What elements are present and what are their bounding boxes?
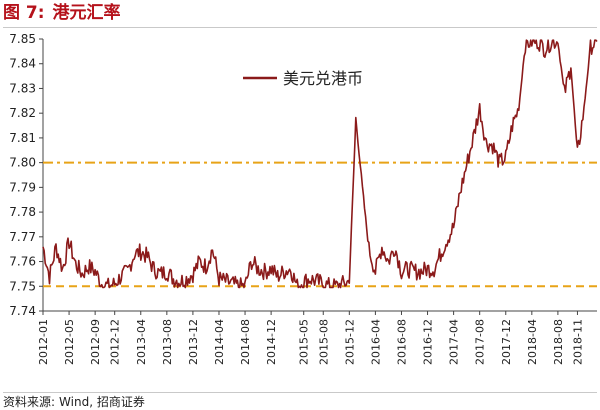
source-note: 资料来源: Wind, 招商证券 <box>3 392 597 410</box>
series-group <box>42 39 598 289</box>
y-tick-label: 7.81 <box>9 131 36 145</box>
y-tick-label: 7.78 <box>9 205 36 219</box>
x-tick-label: 2015-08 <box>317 319 330 365</box>
x-tick-label: 2012-05 <box>63 319 76 365</box>
y-tick-label: 7.83 <box>9 81 36 95</box>
x-tick-label: 2018-11 <box>571 319 584 365</box>
figure-title-text: 港元汇率 <box>52 3 121 23</box>
x-tick-label: 2018-08 <box>552 319 565 365</box>
reference-lines <box>43 161 597 288</box>
y-tick-label: 7.75 <box>9 279 36 293</box>
y-tick-label: 7.74 <box>9 304 36 318</box>
x-tick-label: 2016-08 <box>395 319 408 365</box>
x-tick-label: 2012-09 <box>89 319 102 365</box>
x-tick-label: 2016-12 <box>422 319 435 365</box>
x-tick-label: 2012-12 <box>109 319 122 365</box>
x-tick-label: 2017-12 <box>500 319 513 365</box>
x-tick-label: 2014-12 <box>265 319 278 365</box>
x-tick-label: 2012-01 <box>37 319 50 365</box>
x-axis: 2012-01 2012-05 2012-09 2012-12 2013-04 2013-… <box>37 310 597 365</box>
y-tick-label: 7.79 <box>9 180 36 194</box>
x-tick-label: 2015-05 <box>298 319 311 365</box>
legend: 美元兑港币 <box>243 69 363 88</box>
source-text: Wind, 招商证券 <box>59 395 145 409</box>
x-tick-label: 2014-04 <box>213 319 226 365</box>
x-tick-label: 2017-08 <box>474 319 487 365</box>
figure-title: 图 7: 港元汇率 <box>3 1 597 28</box>
legend-label: 美元兑港币 <box>283 69 363 88</box>
y-tick-label: 7.80 <box>9 156 36 170</box>
x-tick-label: 2014-08 <box>239 319 252 365</box>
figure-number: 图 7: <box>3 3 45 23</box>
x-tick-label: 2015-12 <box>343 319 356 365</box>
source-prefix: 资料来源: <box>3 395 56 409</box>
y-tick-label: 7.76 <box>9 255 36 269</box>
x-tick-label: 2013-08 <box>161 319 174 365</box>
y-tick-label: 7.84 <box>9 57 36 71</box>
exchange-rate-chart: 7.85 7.84 7.83 7.82 7.81 7.80 7.79 7.78 7.77 7.76… <box>9 32 598 365</box>
x-tick-label: 2013-04 <box>135 319 148 365</box>
x-tick-label: 2016-04 <box>369 319 382 365</box>
series-line <box>42 39 598 289</box>
y-tick-label: 7.82 <box>9 106 36 120</box>
x-tick-label: 2013-12 <box>187 319 200 365</box>
y-tick-label: 7.77 <box>9 230 36 244</box>
y-tick-label: 7.85 <box>9 32 36 46</box>
x-tick-label: 2018-04 <box>526 319 539 365</box>
y-axis: 7.85 7.84 7.83 7.82 7.81 7.80 7.79 7.78 7.77 7.76… <box>9 32 44 318</box>
x-tick-label: 2017-04 <box>448 319 461 365</box>
